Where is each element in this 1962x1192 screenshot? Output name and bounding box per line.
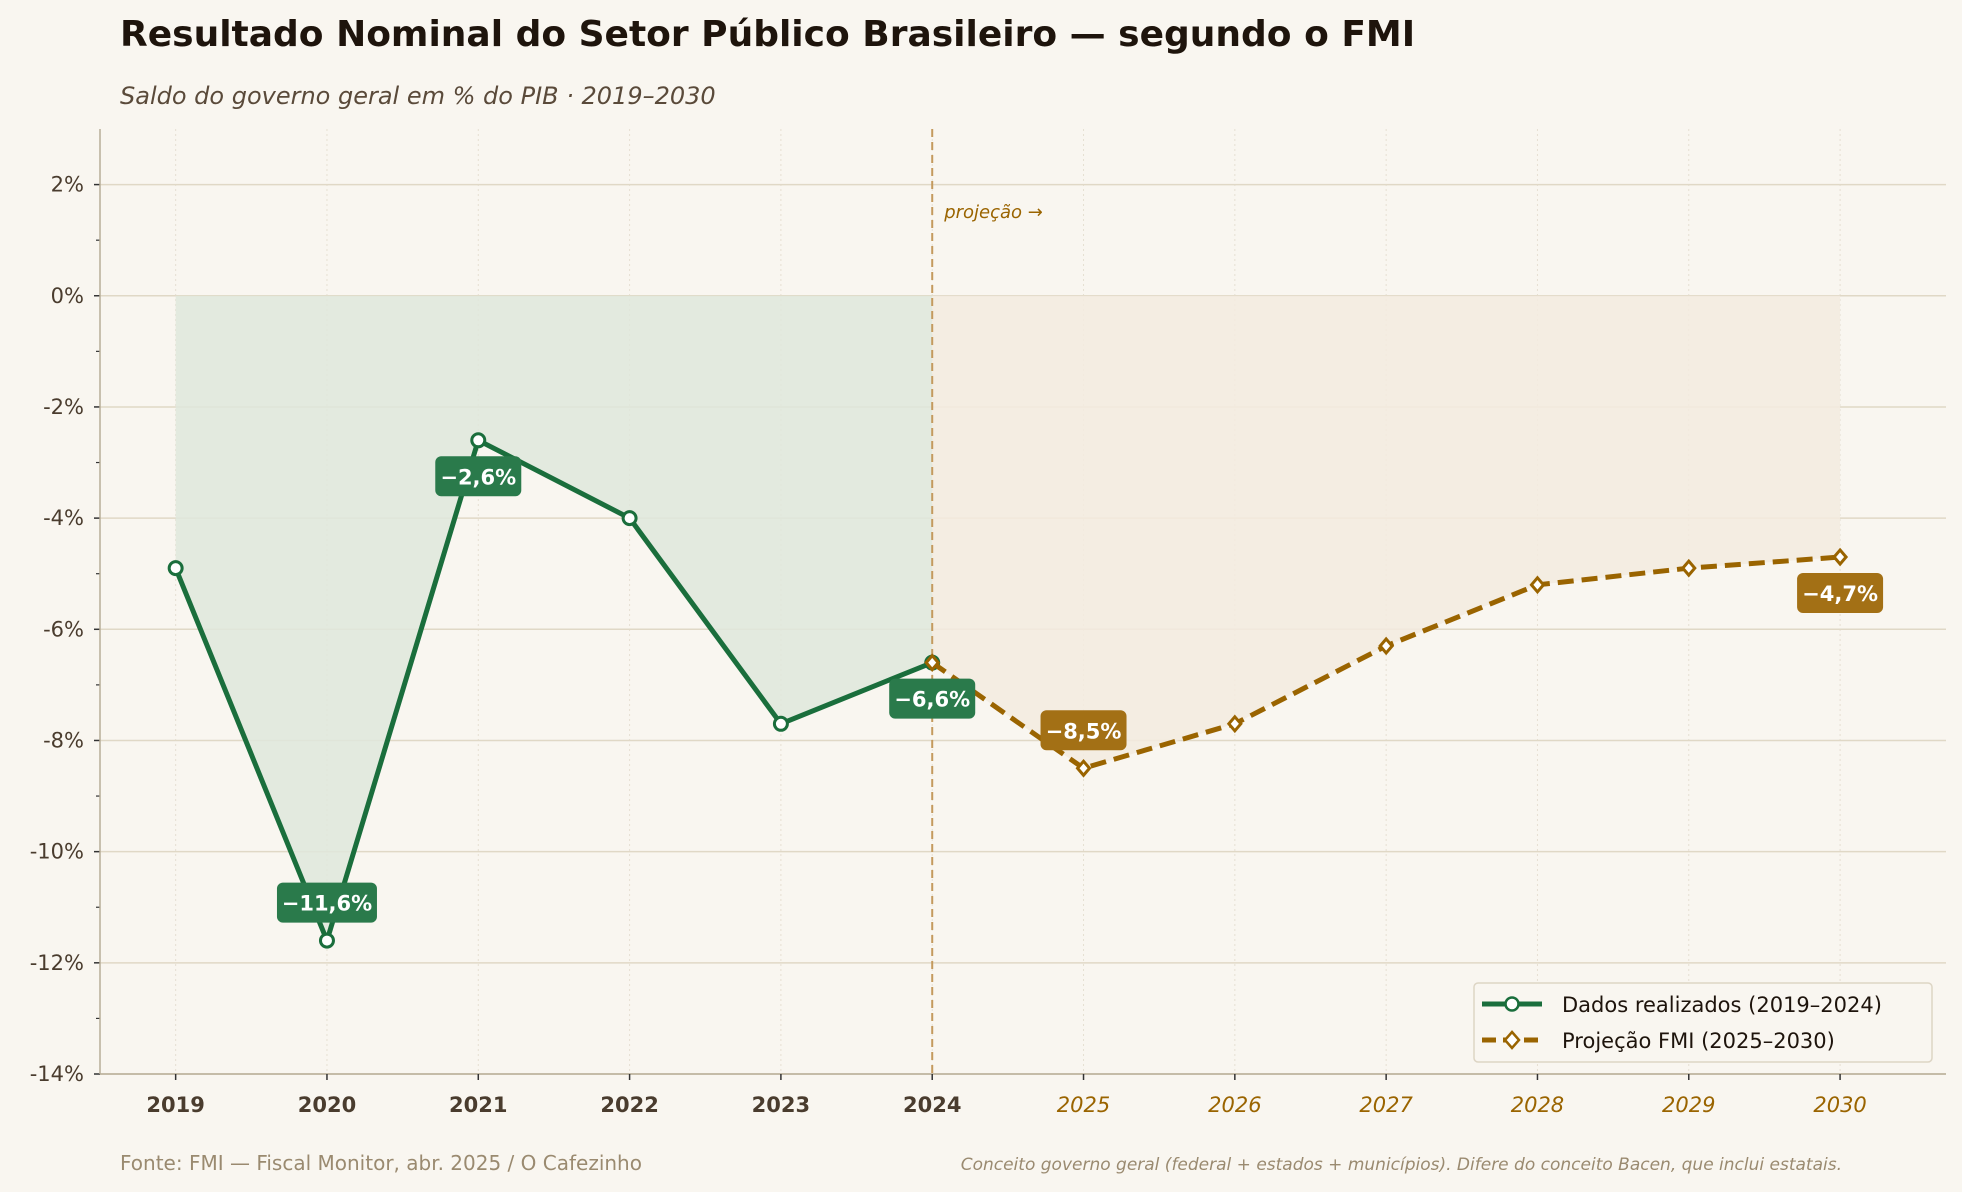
y-tick-label: -2% — [43, 395, 84, 419]
data-point-diamond — [1378, 636, 1395, 656]
y-tick-label: 2% — [51, 173, 84, 197]
y-tick-label: -6% — [43, 617, 84, 641]
legend-label-projecao: Projeção FMI (2025–2030) — [1562, 1029, 1835, 1053]
data-label-box — [1040, 710, 1127, 751]
x-tick-label: 2030 — [1813, 1093, 1866, 1117]
data-point-circle — [621, 510, 638, 527]
data-point-diamond — [924, 653, 941, 672]
data-label: −2,6% — [440, 465, 516, 489]
x-tick-label: 2025 — [1057, 1093, 1110, 1117]
x-tick-label: 2024 — [903, 1093, 961, 1117]
projection-note: projeção → — [943, 202, 1043, 223]
y-tick-label: 0% — [51, 284, 84, 308]
source-text: Fonte: FMI — Fiscal Monitor, abr. 2025 /… — [120, 1151, 642, 1175]
chart-subtitle: Saldo do governo geral em % do PIB · 201… — [120, 82, 716, 110]
x-tick-label: 2027 — [1359, 1093, 1413, 1117]
data-point-diamond — [1075, 758, 1092, 778]
legend-label-realizados: Dados realizados (2019–2024) — [1562, 993, 1882, 1017]
x-tick-label: 2023 — [752, 1093, 810, 1117]
y-tick-label: -8% — [43, 728, 84, 752]
chart-title: Resultado Nominal do Setor Público Brasi… — [120, 14, 1415, 55]
area-fill-1 — [932, 295, 1841, 769]
x-tick-label: 2029 — [1662, 1093, 1715, 1117]
area-fill-0 — [175, 295, 933, 941]
data-point-diamond — [1226, 714, 1243, 734]
data-label: −11,6% — [282, 892, 372, 916]
data-label-box — [889, 678, 976, 719]
legend-circle-marker-icon — [1504, 996, 1520, 1012]
x-tick-label: 2019 — [146, 1093, 204, 1117]
data-point-circle — [167, 560, 184, 577]
y-tick-label: -4% — [43, 506, 84, 530]
footnote-text: Conceito governo geral (federal + estado… — [961, 1155, 1842, 1175]
data-label: −6,6% — [894, 688, 970, 712]
data-point-diamond — [1680, 558, 1697, 578]
legend-diamond-marker-icon — [1503, 1030, 1521, 1050]
data-point-circle — [318, 932, 335, 949]
x-tick-label: 2026 — [1208, 1093, 1261, 1117]
legend: Dados realizados (2019–2024) Projeção FM… — [1473, 982, 1933, 1063]
data-point-diamond — [1832, 547, 1849, 567]
plot-area: 2% 0% -2% -4% -6% -8% -10% -12% -14% 2019 2020 2021… — [30, 129, 1946, 1117]
data-label-box — [435, 456, 522, 497]
y-tick-label: -14% — [30, 1062, 84, 1086]
data-label-box — [1797, 573, 1884, 614]
data-point-diamond — [1529, 575, 1546, 595]
y-tick-label: -12% — [30, 951, 84, 975]
y-tick-label: -10% — [30, 840, 84, 864]
data-point-circle — [470, 432, 487, 449]
x-tick-label: 2021 — [449, 1093, 507, 1117]
data-point-circle — [772, 715, 789, 732]
data-label-box — [276, 882, 377, 923]
x-tick-label: 2020 — [298, 1093, 356, 1117]
x-tick-label: 2028 — [1511, 1093, 1564, 1117]
data-label: −8,5% — [1046, 719, 1122, 743]
legend-box — [1473, 982, 1933, 1063]
data-label: −4,7% — [1802, 582, 1878, 606]
series-line-0 — [173, 437, 934, 944]
x-tick-label: 2022 — [600, 1093, 658, 1117]
